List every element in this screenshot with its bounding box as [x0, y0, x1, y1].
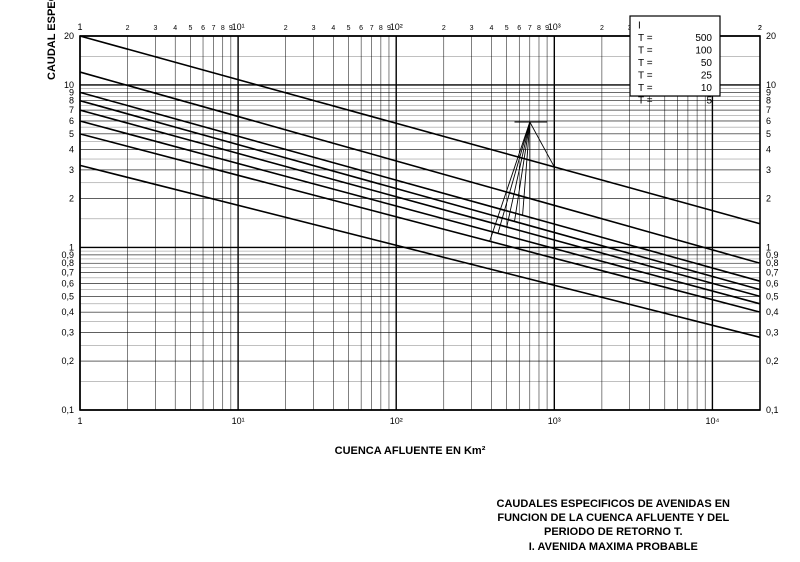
- svg-text:4: 4: [766, 145, 771, 155]
- svg-text:5: 5: [706, 96, 712, 107]
- svg-text:20: 20: [766, 31, 776, 41]
- svg-text:0,4: 0,4: [61, 307, 74, 317]
- y-axis-label: CAUDAL ESPECIFICO EN m³/S-Km²: [46, 0, 58, 80]
- figure-caption: CAUDALES ESPECIFICOS DE AVENIDAS ENFUNCI…: [497, 497, 730, 554]
- svg-text:3: 3: [153, 25, 157, 32]
- svg-text:T =: T =: [638, 71, 653, 82]
- svg-text:8: 8: [379, 25, 383, 32]
- svg-text:5: 5: [347, 25, 351, 32]
- svg-text:2: 2: [126, 25, 130, 32]
- svg-text:1: 1: [77, 416, 82, 426]
- svg-text:0,2: 0,2: [61, 356, 74, 366]
- svg-text:7: 7: [69, 105, 74, 115]
- svg-text:3: 3: [312, 25, 316, 32]
- svg-text:2: 2: [69, 194, 74, 204]
- svg-text:5: 5: [766, 129, 771, 139]
- svg-text:10⁴: 10⁴: [705, 416, 719, 426]
- svg-text:6: 6: [359, 25, 363, 32]
- caption-line: PERIODO DE RETORNO T.: [497, 525, 730, 539]
- chart-container: 112345678910¹10¹2345678910²10²2345678910…: [40, 10, 780, 455]
- svg-text:4: 4: [489, 25, 493, 32]
- svg-text:10³: 10³: [548, 22, 561, 32]
- svg-text:0,6: 0,6: [61, 279, 74, 289]
- svg-text:2: 2: [766, 194, 771, 204]
- svg-text:0,4: 0,4: [766, 307, 779, 317]
- svg-text:10³: 10³: [548, 416, 561, 426]
- svg-text:5: 5: [505, 25, 509, 32]
- svg-text:2: 2: [600, 25, 604, 32]
- svg-text:8: 8: [537, 25, 541, 32]
- svg-text:0,7: 0,7: [61, 268, 74, 278]
- svg-text:10: 10: [64, 80, 74, 90]
- page: 112345678910¹10¹2345678910²10²2345678910…: [0, 0, 800, 562]
- svg-text:7: 7: [370, 25, 374, 32]
- svg-text:4: 4: [69, 145, 74, 155]
- svg-text:2: 2: [758, 25, 762, 32]
- svg-text:0,6: 0,6: [766, 279, 779, 289]
- svg-text:T =: T =: [638, 96, 653, 107]
- svg-text:1: 1: [69, 242, 74, 252]
- svg-text:5: 5: [69, 129, 74, 139]
- svg-text:0,5: 0,5: [61, 291, 74, 301]
- svg-text:0,3: 0,3: [61, 327, 74, 337]
- svg-text:10: 10: [701, 83, 713, 94]
- svg-text:0,2: 0,2: [766, 356, 779, 366]
- svg-text:T =: T =: [638, 83, 653, 94]
- svg-text:6: 6: [69, 116, 74, 126]
- svg-text:500: 500: [695, 33, 712, 44]
- svg-text:7: 7: [766, 105, 771, 115]
- svg-text:4: 4: [331, 25, 335, 32]
- svg-text:20: 20: [64, 31, 74, 41]
- svg-text:7: 7: [528, 25, 532, 32]
- svg-text:2: 2: [284, 25, 288, 32]
- svg-text:3: 3: [69, 165, 74, 175]
- svg-text:25: 25: [701, 71, 713, 82]
- svg-text:6: 6: [517, 25, 521, 32]
- svg-text:100: 100: [695, 46, 712, 57]
- svg-text:I: I: [638, 21, 641, 32]
- svg-text:0,7: 0,7: [766, 268, 779, 278]
- svg-text:3: 3: [766, 165, 771, 175]
- svg-text:8: 8: [221, 25, 225, 32]
- svg-text:50: 50: [701, 58, 713, 69]
- caption-line: I. AVENIDA MAXIMA PROBABLE: [497, 540, 730, 554]
- svg-text:7: 7: [212, 25, 216, 32]
- svg-text:6: 6: [766, 116, 771, 126]
- caption-line: CAUDALES ESPECIFICOS DE AVENIDAS EN: [497, 497, 730, 511]
- log-log-chart: 112345678910¹10¹2345678910²10²2345678910…: [40, 10, 780, 440]
- svg-text:3: 3: [470, 25, 474, 32]
- svg-text:1: 1: [766, 242, 771, 252]
- svg-text:10¹: 10¹: [232, 416, 245, 426]
- svg-text:T =: T =: [638, 33, 653, 44]
- x-axis-label: CUENCA AFLUENTE EN Km²: [40, 445, 780, 457]
- svg-text:10: 10: [766, 80, 776, 90]
- svg-text:T =: T =: [638, 46, 653, 57]
- svg-text:6: 6: [201, 25, 205, 32]
- svg-text:10²: 10²: [390, 22, 403, 32]
- svg-text:0,1: 0,1: [766, 405, 779, 415]
- svg-text:1: 1: [77, 22, 82, 32]
- svg-text:10¹: 10¹: [232, 22, 245, 32]
- svg-text:T =: T =: [638, 58, 653, 69]
- svg-text:0,5: 0,5: [766, 291, 779, 301]
- svg-text:10²: 10²: [390, 416, 403, 426]
- svg-text:2: 2: [442, 25, 446, 32]
- svg-text:4: 4: [173, 25, 177, 32]
- svg-text:0,3: 0,3: [766, 327, 779, 337]
- legend: IT =500T =100T =50T =25T =10T =5: [630, 16, 720, 107]
- caption-line: FUNCION DE LA CUENCA AFLUENTE Y DEL: [497, 511, 730, 525]
- svg-text:0,1: 0,1: [61, 405, 74, 415]
- svg-text:5: 5: [189, 25, 193, 32]
